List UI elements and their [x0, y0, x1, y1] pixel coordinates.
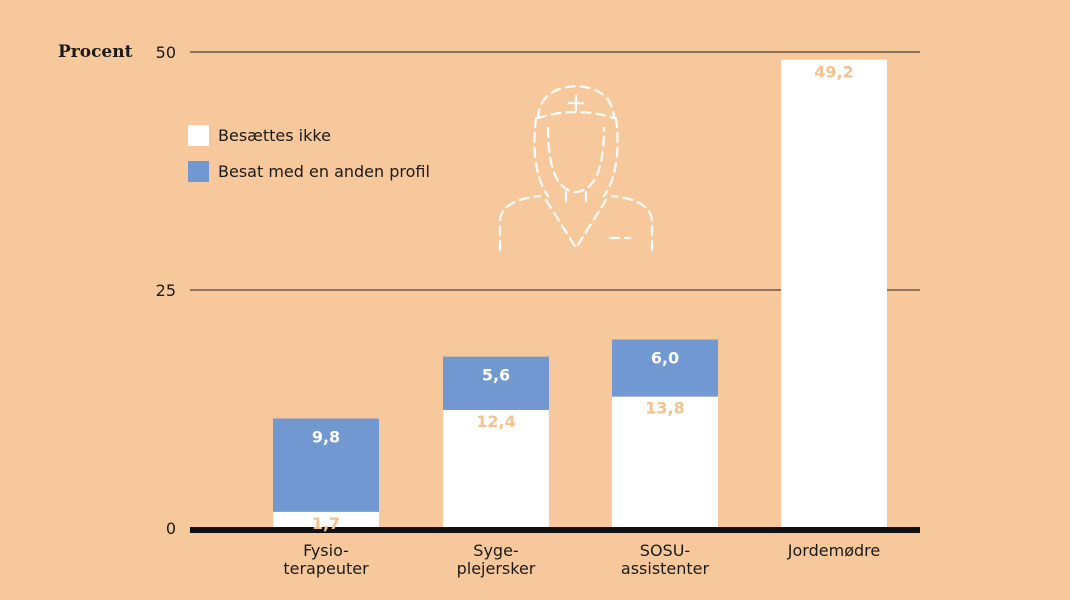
nurse-outline-icon [498, 84, 654, 252]
data-label-besaettes-ikke: 13,8 [645, 399, 684, 418]
legend-swatch [188, 125, 209, 146]
nurse-outline-stroke [544, 198, 608, 251]
x-tick-label: SOSU- [640, 541, 690, 560]
nurse-outline-stroke [533, 116, 550, 198]
nurse-outline-stroke [546, 126, 606, 194]
bar-besaettes-ikke [443, 409, 549, 528]
y-tick-label: 50 [156, 43, 176, 62]
nurse-outline-stroke [602, 116, 619, 198]
nurse-outline-stroke [498, 194, 542, 252]
data-label-besat-anden-profil: 9,8 [312, 428, 340, 447]
bar-besat-anden-profil [273, 418, 379, 512]
bar-besaettes-ikke [781, 59, 887, 529]
data-label-besaettes-ikke: 49,2 [814, 63, 853, 82]
y-tick-label: 0 [166, 519, 176, 538]
nurse-outline-stroke [610, 194, 654, 252]
y-tick-label: 25 [156, 281, 176, 300]
bar-besaettes-ikke [612, 396, 718, 528]
x-tick-label: Syge- [473, 541, 518, 560]
x-tick-label: assistenter [621, 559, 710, 578]
x-tick-label: plejersker [457, 559, 536, 578]
legend-label: Besat med en anden profil [218, 162, 430, 181]
bar-besat-anden-profil [443, 356, 549, 410]
labels: 9,8 1,7 Fysio-terapeuter 5,6 12,4 Syge-plejer… [283, 63, 880, 578]
data-label-besaettes-ikke: 12,4 [476, 412, 515, 431]
data-label-besaettes-ikke: 1,7 [312, 514, 340, 533]
bars [273, 59, 887, 529]
x-axis-baseline [190, 527, 920, 533]
x-tick-label: Fysio- [303, 541, 349, 560]
bar-besat-anden-profil [612, 339, 718, 397]
legend-label: Besættes ikke [218, 126, 331, 145]
nurse-outline-stroke [536, 84, 616, 120]
x-tick-label: terapeuter [283, 559, 369, 578]
y-axis-title: Procent [58, 42, 133, 62]
data-label-besat-anden-profil: 5,6 [482, 366, 510, 385]
legend-swatch [188, 161, 209, 182]
data-label-besat-anden-profil: 6,0 [651, 349, 679, 368]
bar-besaettes-ikke [273, 511, 379, 528]
legend: Besættes ikke Besat med en anden profil [188, 125, 430, 182]
x-tick-label: Jordemødre [787, 541, 880, 560]
axes: Procent 0 25 50 [58, 42, 920, 538]
